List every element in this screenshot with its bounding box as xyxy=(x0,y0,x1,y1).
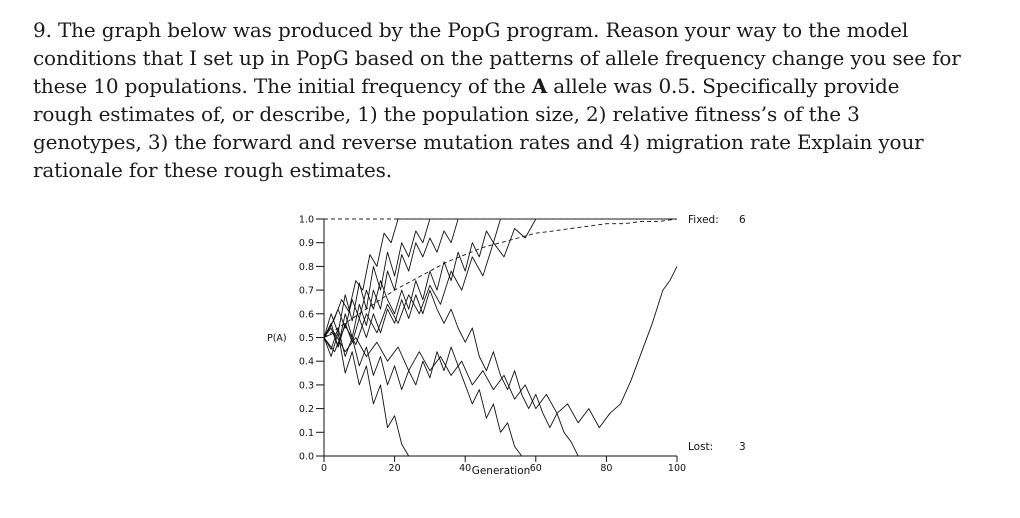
allele-frequency-lines xyxy=(323,218,678,457)
chart-labels: P(A) Generation Fixed: 6 Lost: 3 xyxy=(267,214,746,477)
lost-count: 3 xyxy=(739,441,746,453)
y-tick-label: 0.3 xyxy=(299,380,314,391)
population-line-4 xyxy=(323,218,677,353)
x-tick-label: 100 xyxy=(668,463,686,474)
question-line-2: conditions that I set up in PopG based o… xyxy=(33,46,961,70)
x-tick-label: 0 xyxy=(321,463,327,474)
y-tick-label: 0.8 xyxy=(299,262,314,273)
y-tick-label: 1.0 xyxy=(299,215,314,226)
question-line-3-tail: allele was 0.5. Specifically provide xyxy=(547,74,900,98)
population-line-8 xyxy=(323,289,579,457)
population-line-7 xyxy=(323,218,677,338)
fixed-label: Fixed: xyxy=(688,214,719,226)
allele-name: A xyxy=(531,74,548,98)
chart-axes: 0.0 0.1 0.2 0.3 0.4 0.5 0.6 0.7 0.8 0.9 1.0 0 20 40 60… xyxy=(299,215,686,475)
question-text: 9. The graph below was produced by the P… xyxy=(33,16,993,184)
y-tick-label: 0.4 xyxy=(299,357,314,368)
lost-label: Lost: xyxy=(688,441,713,453)
population-line-9 xyxy=(323,266,678,429)
y-tick-label: 0.7 xyxy=(299,286,314,297)
population-line-2 xyxy=(323,332,410,457)
question-line-3-head: these 10 populations. The initial freque… xyxy=(33,74,532,98)
question-line-3: these 10 populations. The initial freque… xyxy=(33,72,993,100)
question-line-1: 9. The graph below was produced by the P… xyxy=(33,18,909,42)
fixed-count: 6 xyxy=(739,214,746,226)
y-tick-label: 0.5 xyxy=(299,333,314,344)
y-tick-label: 0.0 xyxy=(299,452,314,463)
y-tick-label: 0.9 xyxy=(299,238,314,249)
population-line-5 xyxy=(323,218,677,348)
question-line-5: genotypes, 3) the forward and reverse mu… xyxy=(33,130,924,154)
y-tick-label: 0.6 xyxy=(299,309,314,320)
y-tick-label: 0.2 xyxy=(299,404,314,415)
x-tick-label: 60 xyxy=(530,463,542,474)
y-axis-label: P(A) xyxy=(267,333,287,344)
x-tick-label: 20 xyxy=(389,463,401,474)
y-tick-label: 0.1 xyxy=(299,428,314,439)
x-tick-label: 40 xyxy=(459,463,471,474)
x-axis-label: Generation xyxy=(472,465,531,477)
population-line-6 xyxy=(323,327,523,457)
x-tick-label: 80 xyxy=(600,463,612,474)
question-line-4: rough estimates of, or describe, 1) the … xyxy=(33,102,860,126)
population-line-3 xyxy=(323,218,677,338)
population-line-1 xyxy=(323,218,677,338)
question-line-6: rationale for these rough estimates. xyxy=(33,158,392,182)
